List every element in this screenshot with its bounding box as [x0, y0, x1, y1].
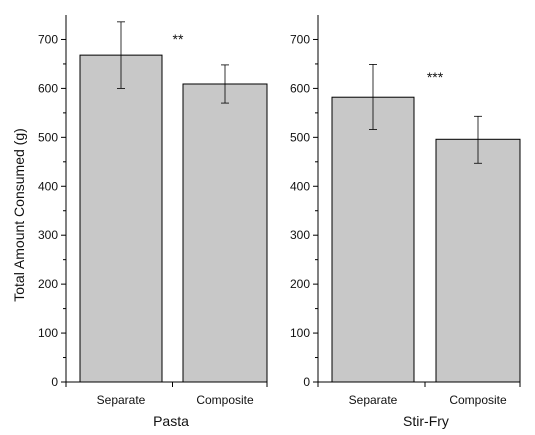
- y-tick-label: 600: [38, 81, 58, 95]
- bar-separate: [79, 54, 163, 383]
- x-tick-label: Composite: [196, 393, 254, 407]
- y-tick-label: 0: [303, 375, 310, 389]
- x-axis-label: Stir-Fry: [403, 413, 449, 429]
- panel-stir-fry: 0 100 200 300 400 500 600 700 Separate Composite *…: [290, 15, 521, 429]
- y-tick-label: 400: [38, 179, 58, 193]
- bar-composite: [435, 138, 521, 383]
- y-tick-label: 400: [290, 179, 310, 193]
- y-tick-label: 500: [290, 130, 310, 144]
- y-tick-label: 300: [290, 228, 310, 242]
- y-tick-label: 100: [38, 326, 58, 340]
- x-tick-label: Separate: [97, 393, 146, 407]
- y-tick-label: 700: [290, 32, 310, 46]
- x-tick-label: Separate: [349, 393, 398, 407]
- x-axis-label: Pasta: [153, 413, 189, 429]
- y-axis-label: Total Amount Consumed (g): [11, 128, 27, 302]
- bar-separate: [331, 96, 415, 383]
- y-tick-label: 500: [38, 130, 58, 144]
- bar-composite: [182, 83, 268, 383]
- y-tick-label: 600: [290, 81, 310, 95]
- y-tick-label: 100: [290, 326, 310, 340]
- y-tick-label: 0: [51, 375, 58, 389]
- y-tick-label: 300: [38, 228, 58, 242]
- y-tick-label: 200: [290, 277, 310, 291]
- significance-marker: ***: [427, 69, 444, 85]
- significance-marker: **: [173, 31, 184, 47]
- y-tick-label: 200: [38, 277, 58, 291]
- y-tick-label: 700: [38, 32, 58, 46]
- panel-pasta: 0 100 200 300 400 500 600 700 Separate Composite *…: [38, 15, 268, 429]
- x-tick-label: Composite: [449, 393, 507, 407]
